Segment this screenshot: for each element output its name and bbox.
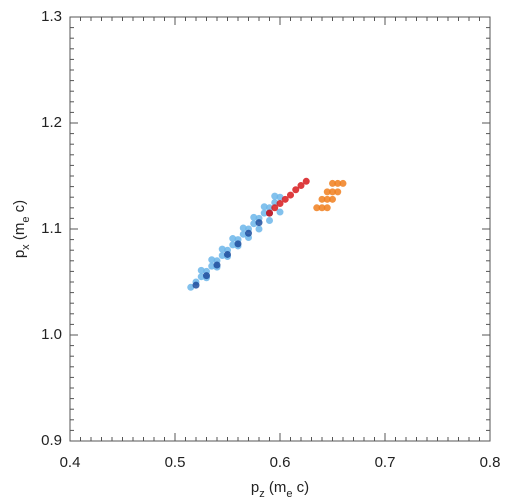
y-tick-label: 0.9	[41, 432, 62, 449]
x-tick-label: 0.7	[375, 454, 396, 471]
point	[229, 235, 237, 243]
point	[255, 219, 263, 227]
point	[203, 272, 210, 280]
x-tick-label: 0.4	[60, 454, 81, 471]
point	[245, 229, 252, 237]
label-part: c)	[292, 479, 309, 496]
point	[187, 283, 195, 291]
point	[255, 225, 263, 233]
label-part: (m	[265, 479, 287, 496]
point	[318, 195, 326, 203]
point	[250, 220, 258, 228]
point	[208, 256, 216, 264]
point	[292, 186, 300, 194]
point	[197, 266, 205, 274]
point	[266, 204, 273, 212]
point	[197, 273, 205, 281]
plot-frame	[69, 16, 491, 442]
point	[318, 204, 326, 212]
point	[339, 179, 347, 187]
point	[234, 240, 242, 248]
point	[224, 250, 231, 258]
y-tick-label: 1.2	[41, 114, 62, 131]
subscript: e	[20, 217, 32, 223]
point	[250, 213, 258, 221]
label-part: (m	[11, 223, 28, 245]
point	[213, 261, 221, 269]
point	[297, 182, 305, 190]
x-axis-label: pz (me c)	[251, 479, 309, 500]
point	[313, 204, 321, 212]
point	[271, 199, 279, 206]
x-tick-label: 0.5	[165, 454, 186, 471]
point	[334, 188, 342, 196]
y-axis-label: px (me c)	[11, 200, 32, 258]
point	[218, 245, 226, 253]
point	[323, 195, 331, 203]
point	[218, 252, 226, 259]
point	[271, 204, 279, 212]
y-tick-label: 1.3	[41, 8, 62, 25]
point	[239, 224, 247, 232]
label-part: c)	[11, 200, 28, 217]
point	[260, 209, 268, 217]
point	[271, 192, 279, 200]
y-tick-label: 1.0	[41, 326, 62, 343]
point	[192, 281, 200, 289]
point	[260, 203, 268, 211]
point	[323, 188, 331, 196]
subscript: z	[259, 488, 265, 500]
label-part: p	[251, 479, 259, 496]
subscript: e	[286, 488, 292, 500]
point	[287, 191, 294, 199]
point	[329, 188, 336, 196]
point	[276, 200, 284, 208]
label-part: p	[11, 250, 28, 258]
point	[276, 208, 284, 216]
subscript: x	[20, 244, 32, 250]
point	[276, 193, 284, 201]
point	[266, 217, 273, 225]
y-tick-label: 1.1	[41, 220, 62, 237]
point	[302, 177, 310, 185]
point	[229, 241, 237, 249]
point	[266, 209, 273, 217]
point	[239, 230, 247, 238]
point	[334, 179, 342, 187]
point	[323, 204, 331, 212]
point	[281, 195, 289, 203]
point	[329, 179, 336, 187]
x-tick-label: 0.8	[480, 454, 501, 471]
point	[329, 195, 336, 203]
x-tick-label: 0.6	[270, 454, 291, 471]
point	[208, 262, 216, 270]
